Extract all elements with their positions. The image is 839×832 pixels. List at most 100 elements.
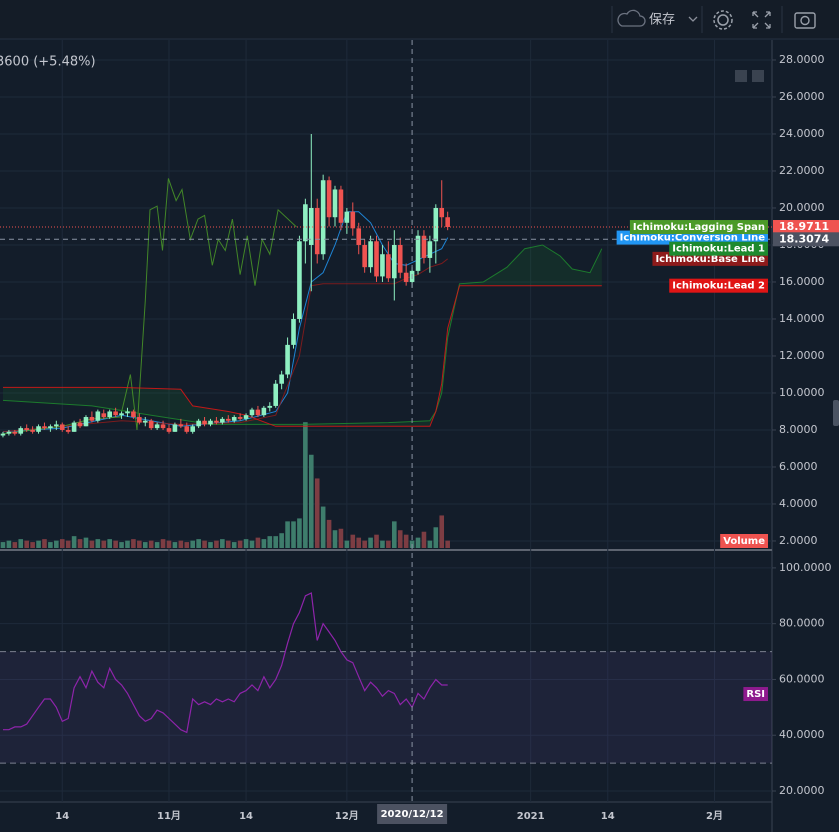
- volume-bar: [18, 539, 24, 548]
- last-price-box: [773, 220, 839, 235]
- cloud-icon[interactable]: [617, 9, 646, 27]
- candle-body: [48, 426, 53, 429]
- volume-bar: [237, 540, 243, 548]
- candle-body: [154, 424, 160, 429]
- volume-bar: [297, 518, 302, 548]
- volume-bar: [160, 539, 166, 548]
- volume-bar: [368, 537, 373, 548]
- candle-body: [350, 211, 356, 229]
- candle-body: [344, 211, 350, 223]
- settings-icon[interactable]: [717, 14, 729, 26]
- header-change: 3600 (+5.48%): [0, 55, 96, 70]
- ichimoku-label-box: [616, 230, 768, 245]
- volume-bar: [166, 540, 172, 548]
- ichimoku-label: Ichimoku:Base Line: [655, 254, 765, 265]
- volume-label-box: [720, 534, 768, 548]
- volume-bar: [267, 536, 273, 548]
- volume-bar: [12, 542, 18, 548]
- volume-bar: [125, 540, 130, 548]
- x-tick-label: 2月: [706, 810, 723, 822]
- candle-body: [208, 420, 213, 425]
- ichimoku-label: Ichimoku:Lead 2: [672, 281, 765, 292]
- candle-body: [77, 422, 83, 427]
- volume-bar: [225, 540, 231, 548]
- volume-bar: [0, 542, 6, 548]
- candle-body: [220, 418, 225, 423]
- candle-body: [36, 426, 41, 432]
- screenshot-icon[interactable]: [794, 12, 816, 29]
- volume-bar: [314, 478, 320, 548]
- volume-bar: [48, 542, 53, 548]
- y-tick-label: 22.0000: [779, 164, 825, 177]
- candle-body: [59, 424, 65, 430]
- candle-body: [214, 420, 219, 423]
- candle-body: [0, 433, 6, 436]
- candle-body: [42, 426, 47, 429]
- candle-body: [184, 426, 190, 432]
- candle-body: [65, 429, 71, 432]
- volume-bar: [196, 539, 201, 548]
- volume-bar: [107, 539, 112, 548]
- volume-bar: [190, 540, 196, 548]
- x-tick-label: 14: [601, 811, 615, 822]
- volume-bar: [243, 539, 249, 548]
- rsi-label-box: [743, 687, 768, 702]
- volume-bar: [178, 540, 184, 548]
- crosshair-price-label: 18.3074: [779, 232, 829, 245]
- candle-body: [421, 235, 427, 258]
- ichimoku-label-box: [669, 241, 768, 256]
- candle-body: [202, 420, 207, 425]
- candle-body: [6, 431, 12, 434]
- candle-body: [12, 431, 18, 434]
- volume-bar: [403, 534, 409, 548]
- candle-body: [71, 422, 77, 432]
- candle-body: [83, 417, 89, 427]
- x-tick-label: 11月: [157, 810, 181, 822]
- candle-body: [392, 244, 397, 279]
- volume-bar: [392, 521, 397, 548]
- ichimoku-cloud: [3, 245, 602, 427]
- volume-bar: [303, 422, 308, 548]
- volume-bar: [397, 530, 403, 548]
- candle-body: [119, 413, 124, 416]
- candle-body: [125, 411, 130, 414]
- y-tick-label: 28.0000: [779, 53, 825, 66]
- save-button[interactable]: 保存: [649, 13, 675, 28]
- rsi-line: [3, 592, 448, 734]
- volume-bar: [42, 539, 47, 548]
- candle-body: [113, 411, 118, 416]
- pane-button[interactable]: [735, 70, 747, 82]
- volume-bar: [208, 542, 213, 548]
- volume-bar: [89, 540, 95, 548]
- toolbar: [0, 0, 839, 39]
- ichimoku-label: Ichimoku:Lagging Span: [633, 222, 765, 233]
- volume-bar: [59, 539, 65, 548]
- volume-bar: [326, 519, 332, 548]
- candle-body: [338, 189, 344, 223]
- fullscreen-icon[interactable]: [752, 11, 771, 29]
- volume-bar: [362, 540, 367, 548]
- volume-bar: [350, 534, 356, 548]
- y-tick-label: 12.0000: [779, 349, 825, 362]
- candle-body: [142, 420, 148, 423]
- volume-bar: [95, 539, 101, 548]
- ichimoku-line: [2, 178, 297, 435]
- rsi-label: RSI: [746, 689, 765, 700]
- pane-button[interactable]: [752, 70, 764, 82]
- candle-body: [433, 207, 439, 242]
- ichimoku-label-box: [629, 220, 768, 235]
- volume-bar: [65, 540, 71, 548]
- candle-body: [273, 383, 279, 406]
- candle-body: [24, 428, 29, 430]
- candle-body: [166, 428, 172, 432]
- candle-body: [386, 254, 391, 279]
- last-price-label: 18.9711: [779, 220, 829, 233]
- candle-body: [380, 254, 385, 277]
- y-tick-label: 20.0000: [779, 784, 825, 797]
- scroll-handle[interactable]: [833, 400, 839, 426]
- candle-body: [172, 424, 178, 432]
- volume-bar: [172, 542, 178, 548]
- dropdown-icon[interactable]: [688, 16, 698, 22]
- y-tick-label: 4.0000: [779, 497, 818, 510]
